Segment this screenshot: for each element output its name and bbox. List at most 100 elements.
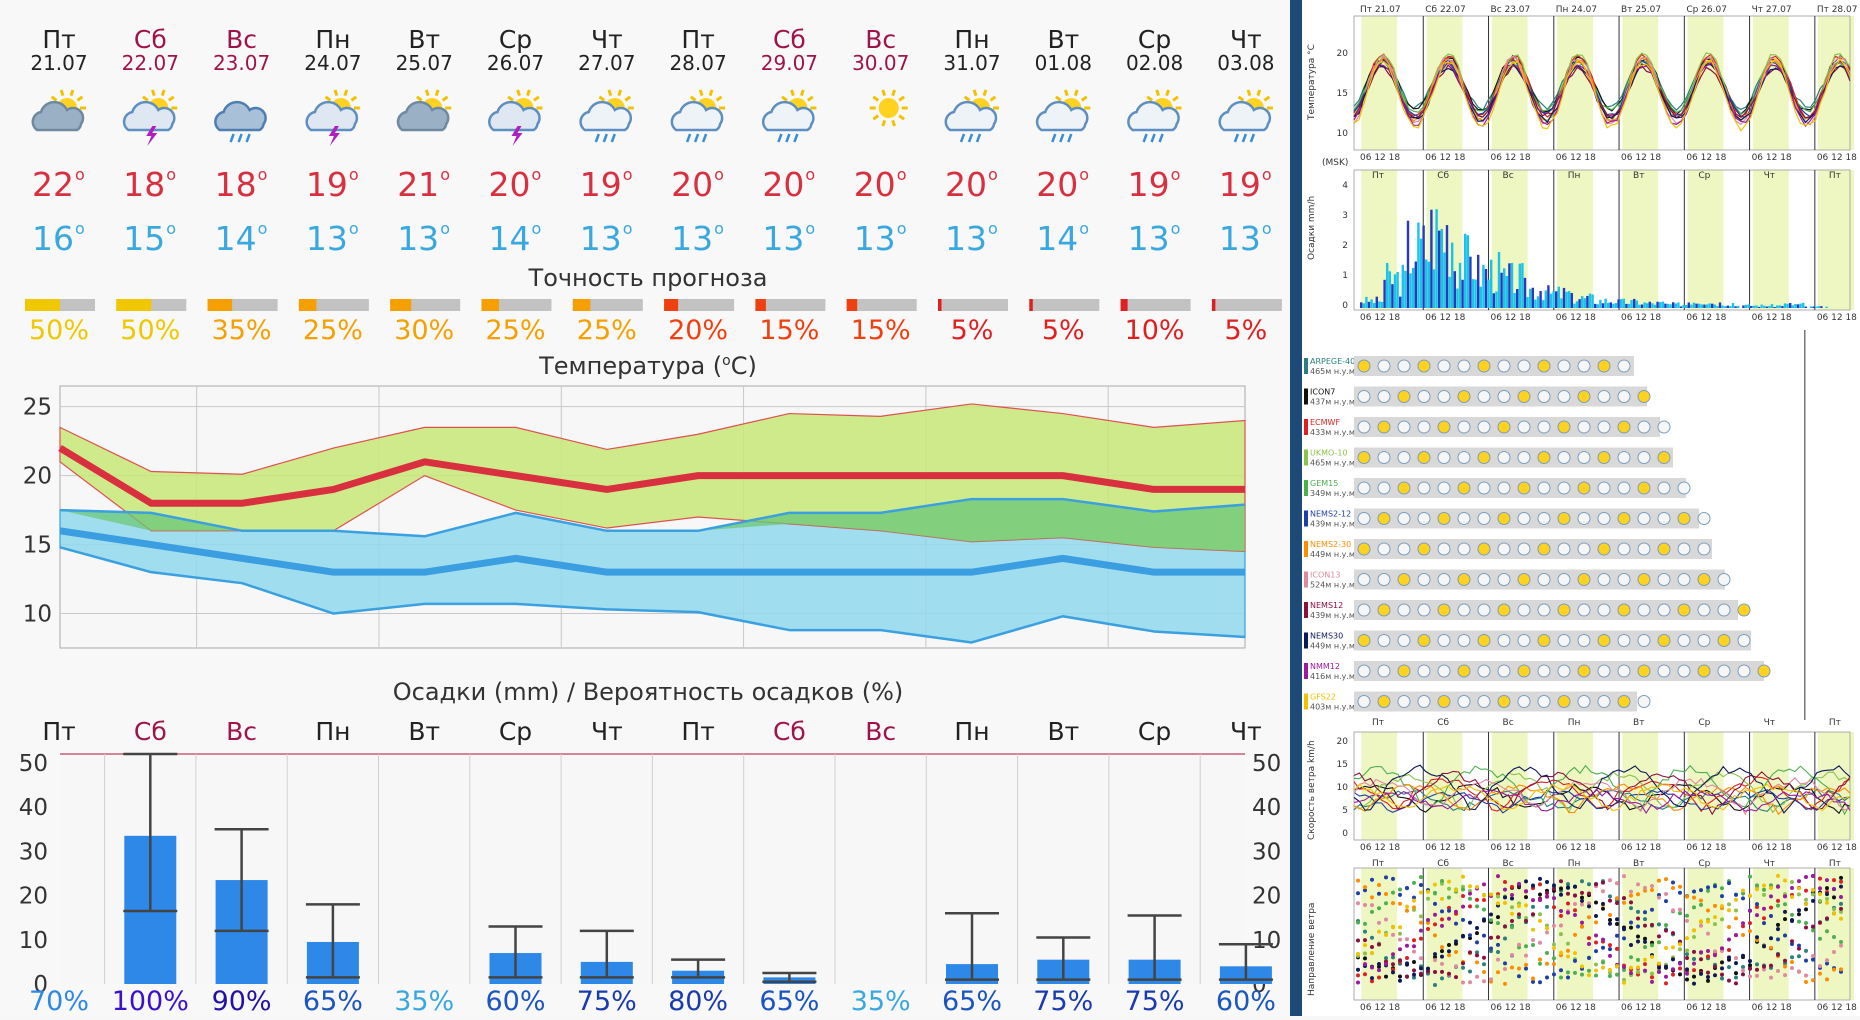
wind-direction-point xyxy=(1713,953,1717,958)
wind-direction-point xyxy=(1755,887,1759,892)
precip-model-bar xyxy=(1820,306,1823,308)
wind-direction-point xyxy=(1566,885,1570,890)
precip-model-bar xyxy=(1721,305,1724,308)
weather-mini-icon xyxy=(1677,634,1691,647)
cloud-shape xyxy=(122,100,176,132)
weather-mini-icon xyxy=(1377,695,1391,708)
model-color-marker xyxy=(1304,510,1308,527)
wind-direction-point xyxy=(1790,894,1794,899)
weather-mini-icon xyxy=(1417,359,1431,373)
wind-direction-point xyxy=(1622,927,1626,932)
wind-direction-point xyxy=(1398,978,1402,983)
hour-label: 06 12 18 xyxy=(1621,313,1661,323)
accuracy-bar-fill xyxy=(1120,299,1128,311)
weather-mini-icon xyxy=(1617,512,1631,525)
precip-model-bar xyxy=(1750,306,1753,308)
wind-direction-point xyxy=(1755,904,1759,909)
wind-direction-point xyxy=(1587,973,1591,978)
wind-direction-point xyxy=(1363,929,1367,934)
wind-direction-point xyxy=(1356,901,1360,906)
weather-mini-icon xyxy=(1397,512,1411,525)
wind-direction-point xyxy=(1412,972,1416,977)
wind-direction-point xyxy=(1643,923,1647,928)
wind-direction-point xyxy=(1545,975,1549,980)
wind-direction-point xyxy=(1720,976,1724,981)
y-tick-label-right: 30 xyxy=(1252,839,1281,865)
y-tick-label: 10 xyxy=(23,602,52,628)
precip-panel-day: Ср xyxy=(1698,171,1710,181)
precip-model-bar xyxy=(1443,252,1446,308)
wind-direction-point xyxy=(1447,916,1451,921)
day-name: Чт xyxy=(1230,25,1262,54)
wind-direction-point xyxy=(1706,974,1710,979)
rain-drop xyxy=(793,133,799,143)
sun-ray xyxy=(142,95,149,102)
precip-model-bar xyxy=(1500,272,1503,308)
day-name: Сб xyxy=(773,25,806,54)
precip-model-bar xyxy=(1438,230,1441,308)
wind-direction-point xyxy=(1671,945,1675,950)
wind-direction-point xyxy=(1552,886,1556,891)
wind-direction-point xyxy=(1797,919,1801,924)
precip-model-bar xyxy=(1464,233,1467,308)
wind-direction-point xyxy=(1405,908,1409,913)
precip-day-label: Сб xyxy=(773,717,806,746)
day-name: Ср xyxy=(1138,25,1171,54)
model-color-marker xyxy=(1304,571,1308,588)
weather-mini-icon xyxy=(1617,542,1631,556)
wind-direction-point xyxy=(1461,894,1465,899)
wind-direction-point xyxy=(1447,886,1451,891)
weather-mini-icon xyxy=(1377,573,1391,586)
wind-direction-point xyxy=(1489,912,1493,917)
weather-mini-icon xyxy=(1677,481,1691,495)
degree-sign: o xyxy=(75,219,85,238)
model-name: ICON13 xyxy=(1310,571,1340,580)
wind-direction-point xyxy=(1713,949,1717,954)
degree-sign: o xyxy=(988,219,998,238)
wind-tick: 15 xyxy=(1337,760,1348,770)
meteogram-date: Чт 27.07 xyxy=(1752,5,1792,15)
wind-direction-point xyxy=(1545,961,1549,966)
precip-model-bar xyxy=(1677,302,1680,308)
meteogram-date: Пн 24.07 xyxy=(1556,5,1597,15)
wind-direction-point xyxy=(1363,938,1367,943)
cloud-rain-icon xyxy=(214,100,267,143)
min-upper-line xyxy=(59,497,1246,538)
wind-direction-point xyxy=(1608,913,1612,918)
day-name: Пт xyxy=(42,25,75,54)
accuracy-bar-fill xyxy=(116,299,152,311)
wind-direction-point xyxy=(1398,925,1402,930)
weather-mini-icon xyxy=(1637,573,1651,586)
weather-mini-icon xyxy=(1557,359,1571,373)
weather-mini-icon xyxy=(1357,481,1371,495)
wind-direction-point xyxy=(1454,949,1458,954)
wind-direction-point xyxy=(1356,980,1360,985)
wind-direction-point xyxy=(1363,972,1367,977)
rain-drop xyxy=(229,133,235,143)
wind-direction-point xyxy=(1426,889,1430,894)
model-color-marker xyxy=(1304,419,1308,435)
wind-direction-point xyxy=(1755,913,1759,918)
wind-direction-point xyxy=(1727,908,1731,913)
precip-model-bar xyxy=(1625,303,1628,308)
accuracy-bar-bg xyxy=(1029,299,1100,311)
wind-direction-point xyxy=(1811,978,1815,983)
precip-model-bar xyxy=(1812,306,1815,308)
weather-mini-icon xyxy=(1717,573,1731,586)
precip-model-bar xyxy=(1744,304,1748,308)
max-temperature: 20 xyxy=(854,165,896,204)
wind-direction-point xyxy=(1769,936,1773,941)
hour-label: 06 12 18 xyxy=(1491,1003,1531,1013)
precip-panel-day: Пт xyxy=(1372,171,1384,181)
accuracy-value: 10% xyxy=(1125,315,1185,346)
wind-direction-point xyxy=(1489,946,1493,951)
wind-direction-point xyxy=(1510,965,1514,970)
sun-ray xyxy=(526,89,531,97)
wind-direction-point xyxy=(1587,942,1591,947)
weather-mini-icon xyxy=(1517,481,1531,495)
wind-direction-point xyxy=(1615,946,1619,951)
precip-model-bar xyxy=(1544,290,1547,308)
wind-direction-point xyxy=(1832,935,1836,940)
wind-direction-point xyxy=(1804,920,1808,925)
